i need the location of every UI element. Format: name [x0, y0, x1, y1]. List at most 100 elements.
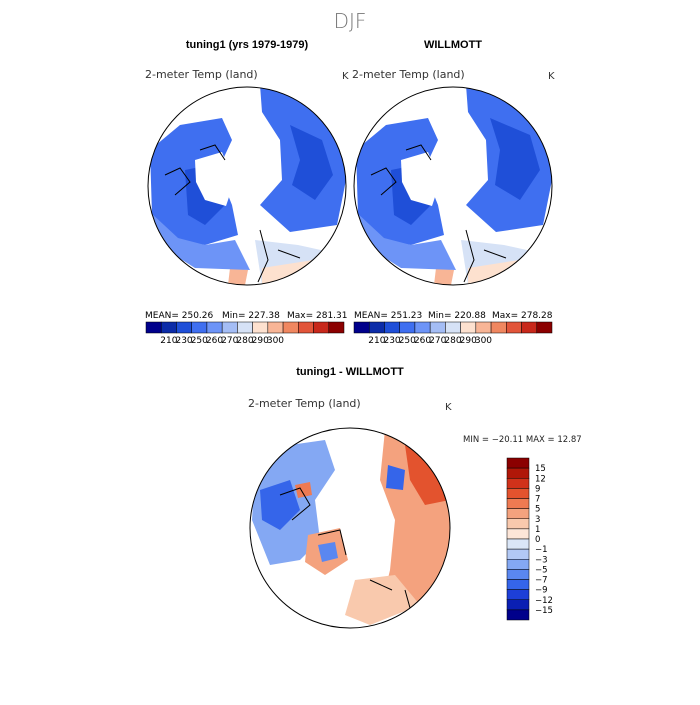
panel2-iberia	[434, 268, 454, 285]
panel1-min: Min= 227.38	[222, 311, 280, 321]
panel2-greenland	[401, 152, 440, 206]
panel3-canada-cold-core	[260, 480, 300, 530]
panel2-colorbar-swatch	[475, 321, 492, 334]
panel1-colorbar-swatch	[160, 321, 177, 334]
panel2-colorbar-swatch	[414, 321, 431, 334]
panel3-colorbar-tick-label: 12	[535, 474, 546, 484]
panel3-colorbar-swatch	[506, 467, 530, 479]
panel2-siberia-core	[490, 118, 540, 200]
panel1-colorbar-tick-label: 250	[191, 336, 208, 346]
panel1-colorbar-swatch	[267, 321, 284, 334]
panel2-title: WILLMOTT	[424, 39, 482, 51]
panel2-colorbar-swatch	[429, 321, 446, 334]
panel3-colorbar-tick-label: 7	[535, 495, 540, 505]
panel2-colorbar-tick-label: 280	[444, 336, 461, 346]
panel3-colorbar-swatch	[506, 508, 530, 519]
panel2-min: Min= 220.88	[428, 311, 486, 321]
panel3-colorbar-tick-label: −9	[535, 586, 548, 596]
panel3-colorbar-swatch	[506, 609, 530, 621]
panel3-colorbar-swatch	[506, 538, 530, 550]
panel1-title: tuning1 (yrs 1979-1979)	[186, 39, 309, 51]
panel2-units: K	[548, 71, 555, 82]
panel1-greenland	[195, 152, 234, 206]
panel1-colorbar-tick-label: 280	[236, 336, 253, 346]
season-title: DJF	[334, 9, 367, 33]
panel3-colorbar-tick-label: 0	[535, 535, 540, 545]
panel3-colorbar-swatch	[506, 548, 530, 560]
panel3-colorbar-tick-label: −12	[535, 596, 553, 606]
panel1-colorbar-tick-label: 270	[221, 336, 238, 346]
panel3-colorbar-swatch	[506, 528, 530, 540]
panel1-siberia-core	[290, 125, 333, 200]
panel1-iberia	[228, 268, 248, 285]
panel1-colorbar-tick-label: 300	[267, 336, 284, 346]
panel1-colorbar-swatch	[328, 321, 345, 334]
panel2-colorbar-swatch	[384, 321, 400, 334]
panel2-colorbar-tick-label: 230	[383, 336, 400, 346]
panel3-colorbar-tick-label: 15	[535, 464, 546, 474]
panel3-colorbar-tick-label: −15	[535, 606, 553, 616]
panel3-europe-warm	[345, 575, 420, 625]
panel3-colorbar-swatch	[506, 478, 530, 489]
panel2-colorbar-swatch	[445, 321, 461, 334]
panel3-eurasia-cold-patch	[386, 465, 405, 490]
panel1-colorbar-swatch	[176, 321, 192, 334]
panel3-greenland-cold	[318, 542, 338, 562]
panel3-colorbar-swatch	[506, 559, 530, 570]
panel2-colorbar-swatch	[353, 321, 370, 334]
panel1-colorbar-tick-label: 290	[252, 336, 269, 346]
panel3-colorbar-tick-label: −3	[535, 555, 548, 565]
panel2-colorbar-swatch	[536, 321, 553, 334]
panel2-colorbar-swatch	[460, 321, 477, 334]
panel2-mean: MEAN= 251.23	[354, 311, 422, 321]
panel2-coastline-1	[370, 144, 507, 283]
panel3-title: tuning1 - WILLMOTT	[296, 366, 404, 378]
panel1-colorbar-swatch	[206, 321, 223, 334]
panel1-colorbar-swatch	[145, 321, 162, 334]
panel1-colorbar-swatch	[252, 321, 269, 334]
panel3-colorbar-tick-label: 3	[535, 515, 540, 525]
panel2-colorbar-tick-label: 260	[414, 336, 431, 346]
panel3-coastline-1	[279, 487, 413, 616]
panel3-colorbar-swatch	[506, 589, 530, 600]
panel2-max: Max= 278.28	[492, 311, 553, 321]
panel2-colorbar-swatch	[506, 321, 522, 334]
panel3-colorbar-swatch	[506, 579, 530, 590]
panel1-colorbar-tick-label: 230	[175, 336, 192, 346]
panel1-field-label: 2-meter Temp (land)	[145, 68, 258, 81]
panel3-colorbar-swatch	[506, 498, 530, 509]
panel2-map	[353, 86, 553, 286]
panel2-colorbar-tick-label: 300	[475, 336, 492, 346]
panel3-colorbar-swatch	[506, 488, 530, 499]
panel2-colorbar-swatch	[399, 321, 416, 334]
panel3-field-label: 2-meter Temp (land)	[248, 397, 361, 410]
panel1-colorbar-swatch	[191, 321, 208, 334]
panel1-colorbar-swatch	[298, 321, 314, 334]
panel3-map	[249, 427, 451, 629]
panel3-colorbar-tick-label: 9	[535, 484, 540, 494]
panel2-colorbar-swatch	[368, 321, 385, 334]
panel2-colorbar-swatch	[521, 321, 538, 334]
panel3-colorbar-tick-label: −1	[535, 545, 548, 555]
panel2-colorbar-tick-label: 290	[460, 336, 477, 346]
panel1-units: K	[342, 71, 349, 82]
panel1-mean: MEAN= 250.26	[145, 311, 214, 321]
panel1-colorbar-swatch	[237, 321, 253, 334]
panel1-max: Max= 281.31	[287, 311, 348, 321]
panel2-field-label: 2-meter Temp (land)	[352, 68, 465, 81]
panel3-colorbar-swatch	[506, 569, 530, 580]
panel3-colorbar-tick-label: 1	[535, 525, 540, 535]
panel3-units: K	[445, 402, 452, 413]
panel1-colorbar-tick-label: 210	[160, 336, 177, 346]
panel1-map	[147, 86, 347, 286]
panel1-colorbar-swatch	[313, 321, 330, 334]
panel1-colorbar-swatch	[282, 321, 299, 334]
panel2-colorbar-tick-label: 210	[368, 336, 385, 346]
panel2-colorbar-tick-label: 270	[429, 336, 446, 346]
panel3-canada-warm-patch	[295, 482, 312, 498]
panel1-colorbar-tick-label: 260	[206, 336, 223, 346]
panel3-colorbar-tick-label: −7	[535, 576, 548, 586]
